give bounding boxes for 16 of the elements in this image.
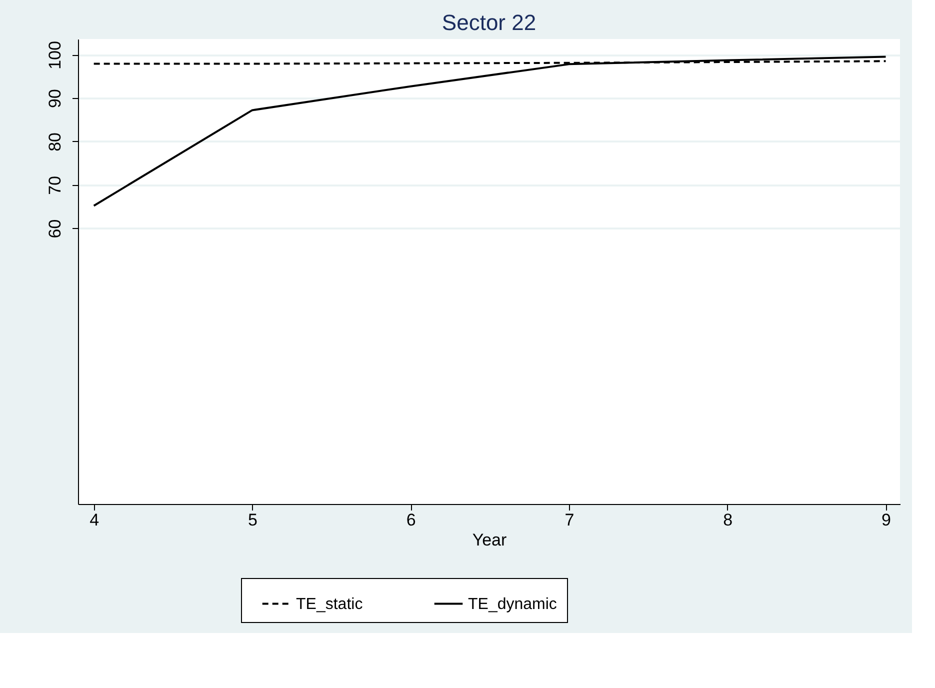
legend-label: TE_static [296, 596, 363, 613]
x-tick-label: 7 [564, 510, 574, 530]
x-tick-label: 5 [248, 510, 258, 530]
y-tick-label: 80 [46, 132, 64, 152]
line-series [92, 56, 887, 207]
y-tick-label: 100 [46, 40, 64, 70]
legend-label: TE_dynamic [468, 596, 557, 613]
y-tick-label: 70 [46, 176, 64, 195]
y-tick-label: 60 [46, 219, 64, 238]
x-tick-label: 9 [882, 510, 891, 530]
x-axis-title: Year [472, 530, 508, 550]
x-tick-label: 8 [723, 510, 733, 530]
x-tick-label: 6 [406, 510, 416, 530]
chart-title: Sector 22 [442, 10, 536, 35]
y-tick-label: 90 [46, 89, 64, 108]
x-tick-label: 4 [90, 510, 100, 530]
